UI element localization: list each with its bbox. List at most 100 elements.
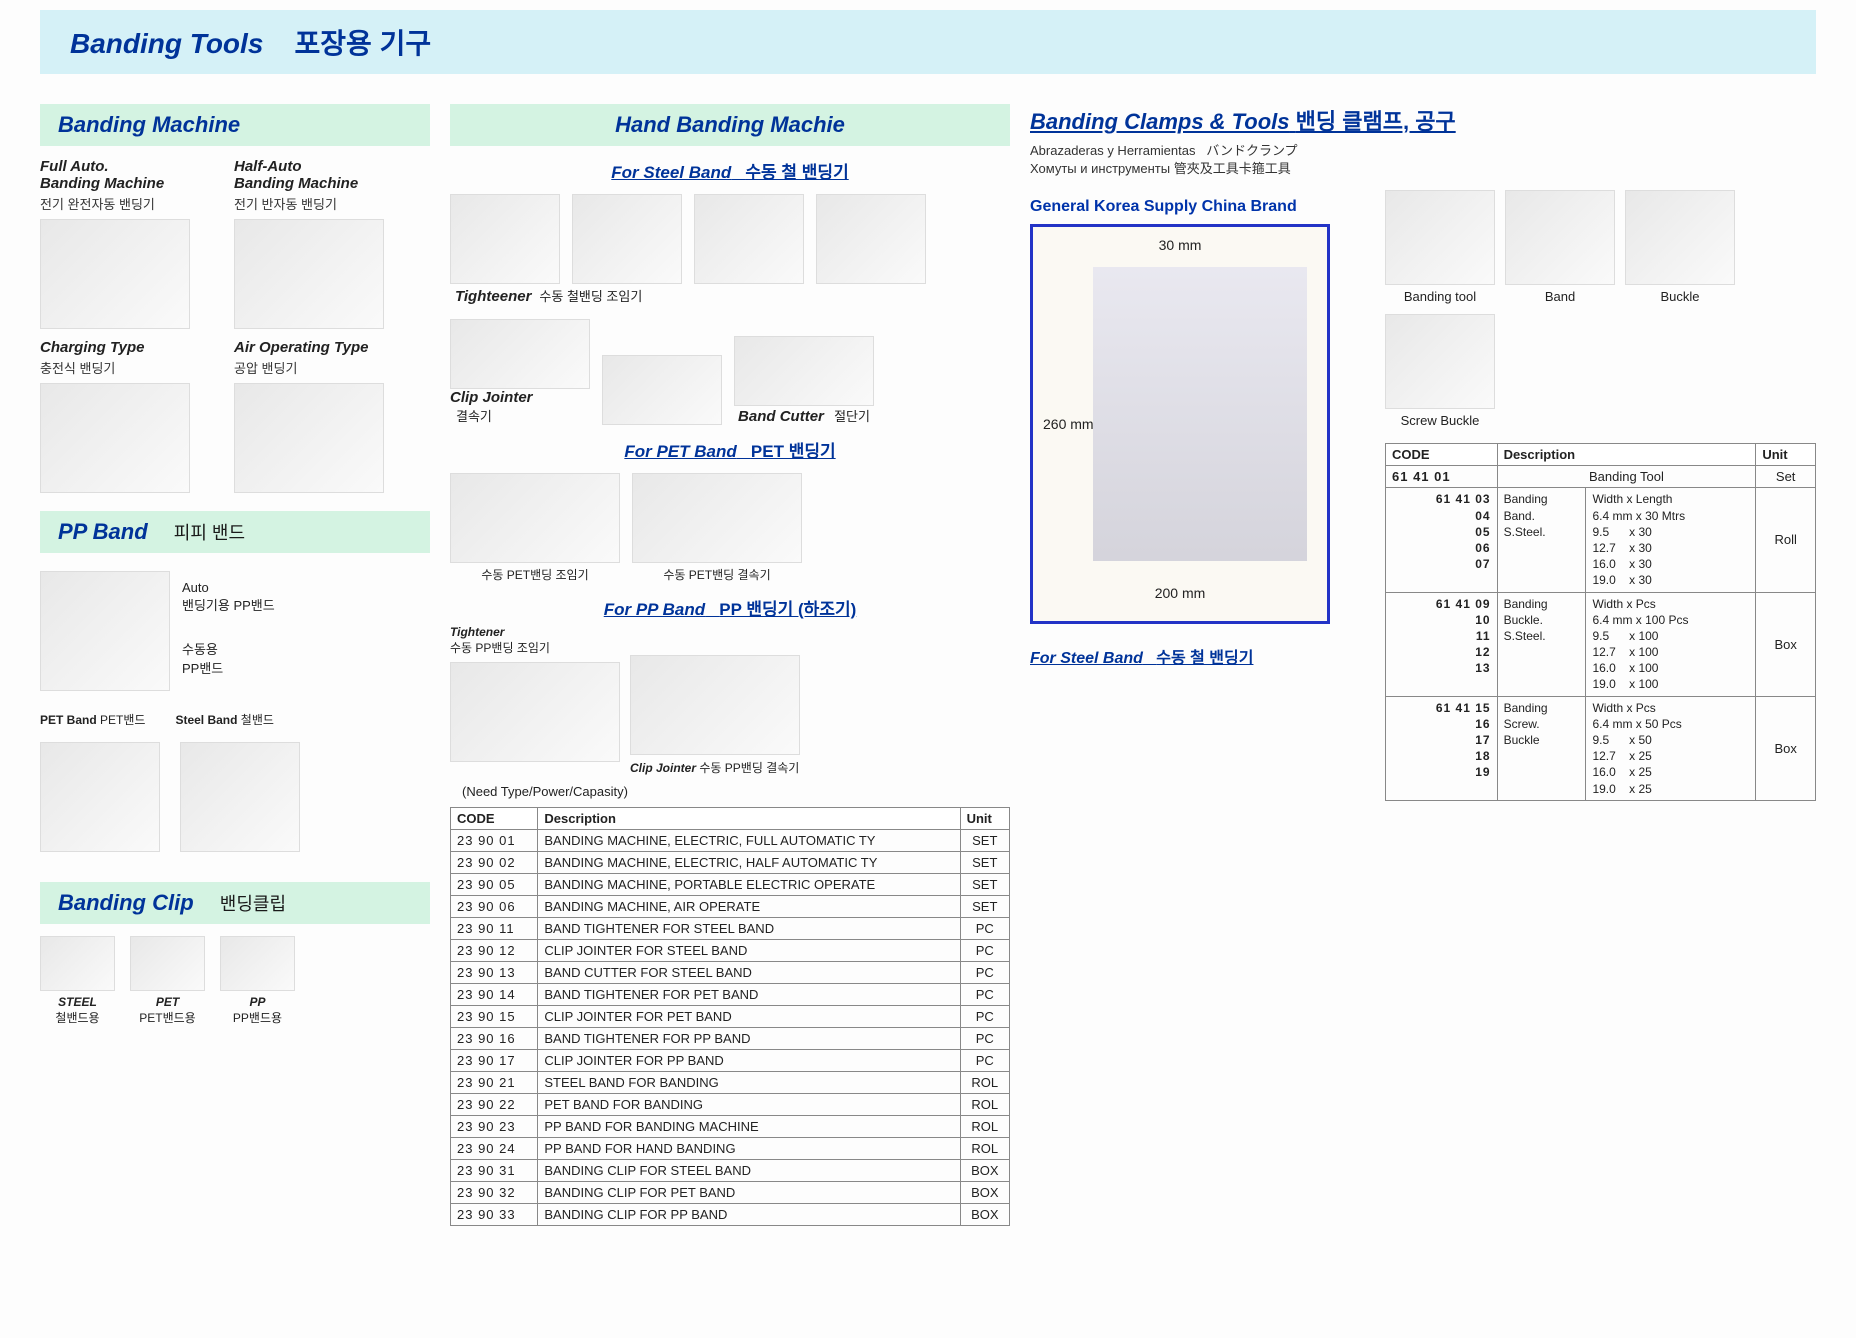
clip-item: PPPP밴드용 [220, 936, 295, 1026]
cell-desc: BANDING MACHINE, PORTABLE ELECTRIC OPERA… [538, 874, 960, 896]
pp-join-label: Clip Jointer [630, 761, 696, 775]
cell-code: 23 90 33 [451, 1204, 538, 1226]
table-row: 23 90 31 BANDING CLIP FOR STEEL BAND BOX [451, 1160, 1010, 1182]
pp-sub-en: For PP Band [604, 600, 705, 619]
machine-title-en: Half-Auto Banding Machine [234, 158, 414, 192]
clamps-title-en: Banding Clamps & Tools [1030, 109, 1290, 134]
cell-code: 23 90 05 [451, 874, 538, 896]
cell-desc: BANDING CLIP FOR STEEL BAND [538, 1160, 960, 1182]
table-row: 23 90 24 PP BAND FOR HAND BANDING ROL [451, 1138, 1010, 1160]
cell-unit: PC [960, 1006, 1009, 1028]
clip-row: STEEL철밴드용 PETPET밴드용 PPPP밴드용 [40, 936, 430, 1026]
clamps-title: Banding Clamps & Tools 밴딩 클램프, 공구 [1030, 104, 1816, 136]
cell-unit: SET [960, 874, 1009, 896]
machine-grid: Full Auto. Banding Machine 전기 완전자동 밴딩기 H… [40, 158, 430, 493]
steel-sub-kr: 수동 철 밴딩기 [745, 163, 848, 182]
cell-desc: BANDING MACHINE, ELECTRIC, HALF AUTOMATI… [538, 852, 960, 874]
table-row: 23 90 01 BANDING MACHINE, ELECTRIC, FULL… [451, 830, 1010, 852]
machine-title-en: Full Auto. Banding Machine [40, 158, 220, 192]
table-row: 23 90 05 BANDING MACHINE, PORTABLE ELECT… [451, 874, 1010, 896]
table-row: 61 41 15 16 17 18 19 Banding Screw. Buck… [1386, 696, 1816, 800]
clip-jointer-image [450, 319, 590, 389]
table-row: 23 90 32 BANDING CLIP FOR PET BAND BOX [451, 1182, 1010, 1204]
table-header: Description [1497, 444, 1756, 466]
table-row: 23 90 11 BAND TIGHTENER FOR STEEL BAND P… [451, 918, 1010, 940]
tightener-image-4 [816, 194, 926, 284]
pp-tight-kr: 수동 PP밴딩 조임기 [450, 639, 620, 656]
table-row: 23 90 14 BAND TIGHTENER FOR PET BAND PC [451, 984, 1010, 1006]
cell-unit: ROL [960, 1116, 1009, 1138]
cell-sizes: Width x Length 6.4 mm x 30 Mtrs 9.5 x 30… [1586, 488, 1756, 592]
table-row: 23 90 23 PP BAND FOR BANDING MACHINE ROL [451, 1116, 1010, 1138]
cell-desc: BAND TIGHTENER FOR PET BAND [538, 984, 960, 1006]
table-row: 23 90 06 BANDING MACHINE, AIR OPERATE SE… [451, 896, 1010, 918]
right-tool-image [1625, 190, 1735, 285]
cell-code: 23 90 01 [451, 830, 538, 852]
machine-item: Air Operating Type 공압 밴딩기 [234, 339, 414, 493]
cell-unit: SET [960, 830, 1009, 852]
cell-unit: ROL [960, 1094, 1009, 1116]
cell-code: 23 90 32 [451, 1182, 538, 1204]
cell-sizes: Width x Pcs 6.4 mm x 100 Pcs 9.5 x 100 1… [1586, 592, 1756, 696]
column-left: Banding Machine Full Auto. Banding Machi… [40, 104, 430, 1226]
cell-code: 23 90 16 [451, 1028, 538, 1050]
cell-desc: CLIP JOINTER FOR STEEL BAND [538, 940, 960, 962]
banding-machine-header: Banding Machine [40, 104, 430, 146]
tightener-kr: 수동 철밴딩 조임기 [539, 286, 642, 305]
table-header: Description [538, 808, 960, 830]
banding-clip-header: Banding Clip 밴딩클립 [40, 882, 430, 924]
cell-unit: BOX [960, 1204, 1009, 1226]
machine-image [40, 219, 190, 329]
pp-join-kr: 수동 PP밴딩 결속기 [699, 761, 799, 775]
cell-desc: PET BAND FOR BANDING [538, 1094, 960, 1116]
ppband-auto-label: Auto 밴딩기용 PP밴드 [182, 580, 275, 614]
pp-tight-label: Tightener [450, 625, 620, 639]
pet-band-kr: PET밴드 [100, 713, 145, 727]
cell-sizes: Width x Pcs 6.4 mm x 50 Pcs 9.5 x 50 12.… [1586, 696, 1756, 800]
cell-desc: STEEL BAND FOR BANDING [538, 1072, 960, 1094]
tool-illustration [1093, 267, 1307, 561]
cell-unit: BOX [960, 1182, 1009, 1204]
machine-image [40, 383, 190, 493]
ppband-manual-label: 수동용 PP밴드 [182, 639, 275, 677]
band-cutter-label: Band Cutter 절단기 [734, 406, 874, 425]
cell-unit: Box [1756, 696, 1816, 800]
machine-title-kr: 전기 반자동 밴딩기 [234, 194, 414, 213]
ppband-header-kr: 피피 밴드 [174, 523, 245, 543]
steel-band-note: For Steel Band 수동 철 밴딩기 [1030, 644, 1360, 668]
right-tool-image [1505, 190, 1615, 285]
column-right: Banding Clamps & Tools 밴딩 클램프, 공구 Abraza… [1030, 104, 1816, 1226]
right-tool-label: Buckle [1625, 289, 1735, 304]
cell-unit: ROL [960, 1072, 1009, 1094]
product-table-clamps: CODEDescriptionUnit61 41 01 Banding Tool… [1385, 443, 1816, 800]
table-row: 23 90 16 BAND TIGHTENER FOR PP BAND PC [451, 1028, 1010, 1050]
cell-desc: PP BAND FOR HAND BANDING [538, 1138, 960, 1160]
cell-code: 61 41 09 10 11 12 13 [1386, 592, 1498, 696]
machine-item: Half-Auto Banding Machine 전기 반자동 밴딩기 [234, 158, 414, 329]
dim-top: 30 mm [1159, 237, 1202, 253]
cell-desc: BANDING MACHINE, ELECTRIC, FULL AUTOMATI… [538, 830, 960, 852]
cell-unit: Set [1756, 466, 1816, 488]
table-row: 23 90 17 CLIP JOINTER FOR PP BAND PC [451, 1050, 1010, 1072]
cell-unit: SET [960, 896, 1009, 918]
cell-desc: PP BAND FOR BANDING MACHINE [538, 1116, 960, 1138]
column-middle: Hand Banding Machie For Steel Band 수동 철 … [450, 104, 1010, 1226]
pp-sub-kr: PP 밴딩기 (하조기) [719, 600, 856, 619]
table-row: 23 90 15 CLIP JOINTER FOR PET BAND PC [451, 1006, 1010, 1028]
cell-unit: Roll [1756, 488, 1816, 592]
cell-code: 61 41 15 16 17 18 19 [1386, 696, 1498, 800]
tightener-image-3 [694, 194, 804, 284]
ppband-image [40, 571, 170, 691]
cell-unit: PC [960, 1028, 1009, 1050]
cell-desc: BANDING CLIP FOR PET BAND [538, 1182, 960, 1204]
cell-unit: PC [960, 940, 1009, 962]
table-row: 23 90 22 PET BAND FOR BANDING ROL [451, 1094, 1010, 1116]
machine-image [234, 219, 384, 329]
pet-tightener-label: 수동 PET밴딩 조임기 [450, 566, 620, 583]
cell-unit: PC [960, 918, 1009, 940]
cell-unit: SET [960, 852, 1009, 874]
table-header: Unit [960, 808, 1009, 830]
pet-band-en: PET Band [40, 713, 97, 727]
cell-code: 23 90 22 [451, 1094, 538, 1116]
cell-unit: PC [960, 984, 1009, 1006]
